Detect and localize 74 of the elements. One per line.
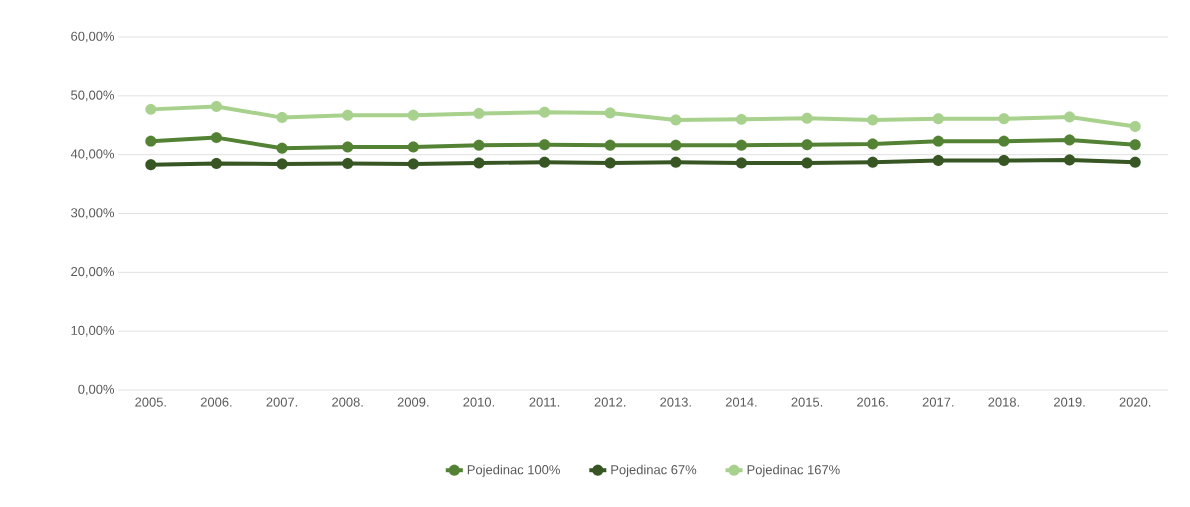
point: [801, 157, 813, 169]
point: [1064, 154, 1076, 166]
point: [801, 139, 813, 151]
x-tick-label: 2010.: [463, 397, 494, 407]
legend-label: Pojedinac 67%: [611, 464, 697, 477]
point: [867, 156, 879, 168]
point: [145, 135, 157, 147]
x-tick-label: 2008.: [332, 397, 363, 407]
y-tick-label: 10,00%: [71, 325, 115, 337]
legend-label: Pojedinac 167%: [747, 464, 840, 477]
point: [998, 113, 1010, 125]
point: [276, 158, 288, 170]
point: [473, 139, 485, 151]
point: [210, 157, 222, 170]
point: [342, 109, 354, 121]
point: [604, 157, 616, 169]
point: [1129, 156, 1141, 168]
y-tick-label: 60,00%: [71, 31, 115, 43]
point: [998, 135, 1010, 147]
x-tick-label: 2017.: [922, 397, 954, 407]
point: [473, 107, 485, 120]
point: [1129, 139, 1141, 151]
point: [735, 113, 747, 125]
y-tick-label: 50,00%: [71, 90, 115, 102]
point: [473, 157, 485, 169]
x-tick-label: 2019.: [1054, 397, 1085, 407]
point: [801, 112, 813, 124]
point: [604, 139, 616, 151]
point: [539, 139, 551, 151]
x-tick-label: 2006.: [200, 397, 232, 407]
point: [210, 132, 222, 144]
x-tick-label: 2005.: [135, 397, 166, 407]
x-tick-label: 2020.: [1119, 397, 1151, 407]
point: [276, 142, 288, 154]
point: [210, 100, 222, 112]
point: [998, 155, 1010, 167]
x-tick-label: 2014.: [725, 397, 757, 407]
x-tick-label: 2018.: [988, 397, 1019, 407]
point: [539, 156, 551, 168]
point: [735, 139, 747, 151]
point: [604, 107, 616, 119]
point: [932, 113, 944, 125]
x-tick-label: 2016.: [857, 397, 888, 407]
point: [1129, 120, 1141, 132]
legend-label: Pojedinac 100%: [467, 464, 560, 477]
point: [145, 103, 157, 115]
point: [670, 139, 682, 151]
point: [407, 109, 419, 121]
x-tick-label: 2012.: [594, 397, 626, 407]
point: [932, 135, 944, 147]
point: [276, 112, 288, 124]
point: [342, 141, 354, 153]
point: [539, 106, 551, 118]
x-tick-label: 2011.: [529, 397, 560, 407]
y-tick-label: 30,00%: [71, 208, 115, 219]
point: [145, 159, 157, 171]
point: [407, 141, 419, 153]
point: [1064, 111, 1076, 123]
point: [735, 157, 747, 169]
y-tick-label: 20,00%: [71, 266, 115, 278]
y-tick-label: 0,00%: [78, 384, 115, 396]
point: [407, 158, 419, 170]
x-tick-label: 2007.: [266, 397, 298, 407]
x-tick-label: 2015.: [791, 397, 823, 407]
point: [670, 156, 682, 168]
x-tick-label: 2013.: [660, 397, 691, 407]
point: [342, 157, 354, 170]
point: [867, 138, 879, 150]
point: [670, 114, 682, 126]
y-tick-label: 40,00%: [70, 149, 115, 161]
point: [867, 114, 879, 126]
point: [932, 155, 944, 167]
x-tick-label: 2009.: [397, 397, 429, 407]
point: [1064, 134, 1076, 146]
